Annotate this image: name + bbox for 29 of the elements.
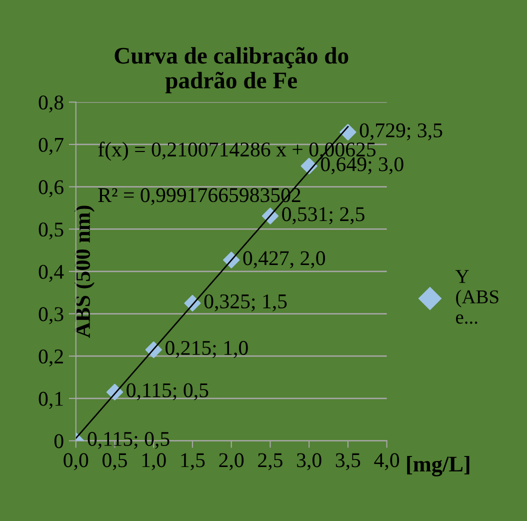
x-axis-title: [mg/L] — [407, 456, 470, 476]
x-tick-label: 4,0 — [374, 453, 400, 470]
x-tick-label: 1,5 — [181, 453, 205, 470]
y-tick-label: 0,7 — [38, 138, 64, 155]
x-tick-label: 3,0 — [297, 453, 322, 470]
data-label: 0,729; 3,5 — [360, 123, 442, 140]
data-label: 0,531; 2,5 — [282, 207, 364, 224]
y-tick-label: 0,4 — [38, 264, 64, 282]
y-tick-label: 0,1 — [38, 392, 63, 409]
chart-title: Curva de calibração do padrão de Fe — [114, 47, 348, 94]
data-label: 0,325; 1,5 — [204, 294, 287, 312]
x-tick-label: 0,5 — [102, 453, 127, 470]
y-tick-label: 0,5 — [38, 222, 64, 240]
data-label: 0,215; 1,0 — [166, 340, 248, 358]
y-tick-label: 0,6 — [38, 180, 64, 198]
data-label: 0,427, 2,0 — [243, 251, 326, 268]
x-tick-label: 2,0 — [219, 453, 244, 470]
x-tick-label: 2,5 — [258, 453, 282, 470]
data-label: 0,115; 0,5 — [126, 383, 208, 400]
y-tick-label: 0,2 — [38, 349, 63, 367]
y-tick-label: 0 — [54, 434, 64, 448]
data-label: 0,649; 3,0 — [320, 157, 404, 174]
y-tick-label: 0,3 — [38, 307, 64, 324]
x-tick-label: 3,5 — [336, 453, 360, 470]
y-tick-label: 0,8 — [38, 95, 64, 113]
legend-label: Y (ABS e... — [455, 270, 498, 324]
x-tick-label: 0,0 — [64, 453, 88, 470]
y-axis-title: ABS (500 nm) — [74, 206, 95, 338]
x-tick-label: 1,0 — [142, 453, 166, 470]
